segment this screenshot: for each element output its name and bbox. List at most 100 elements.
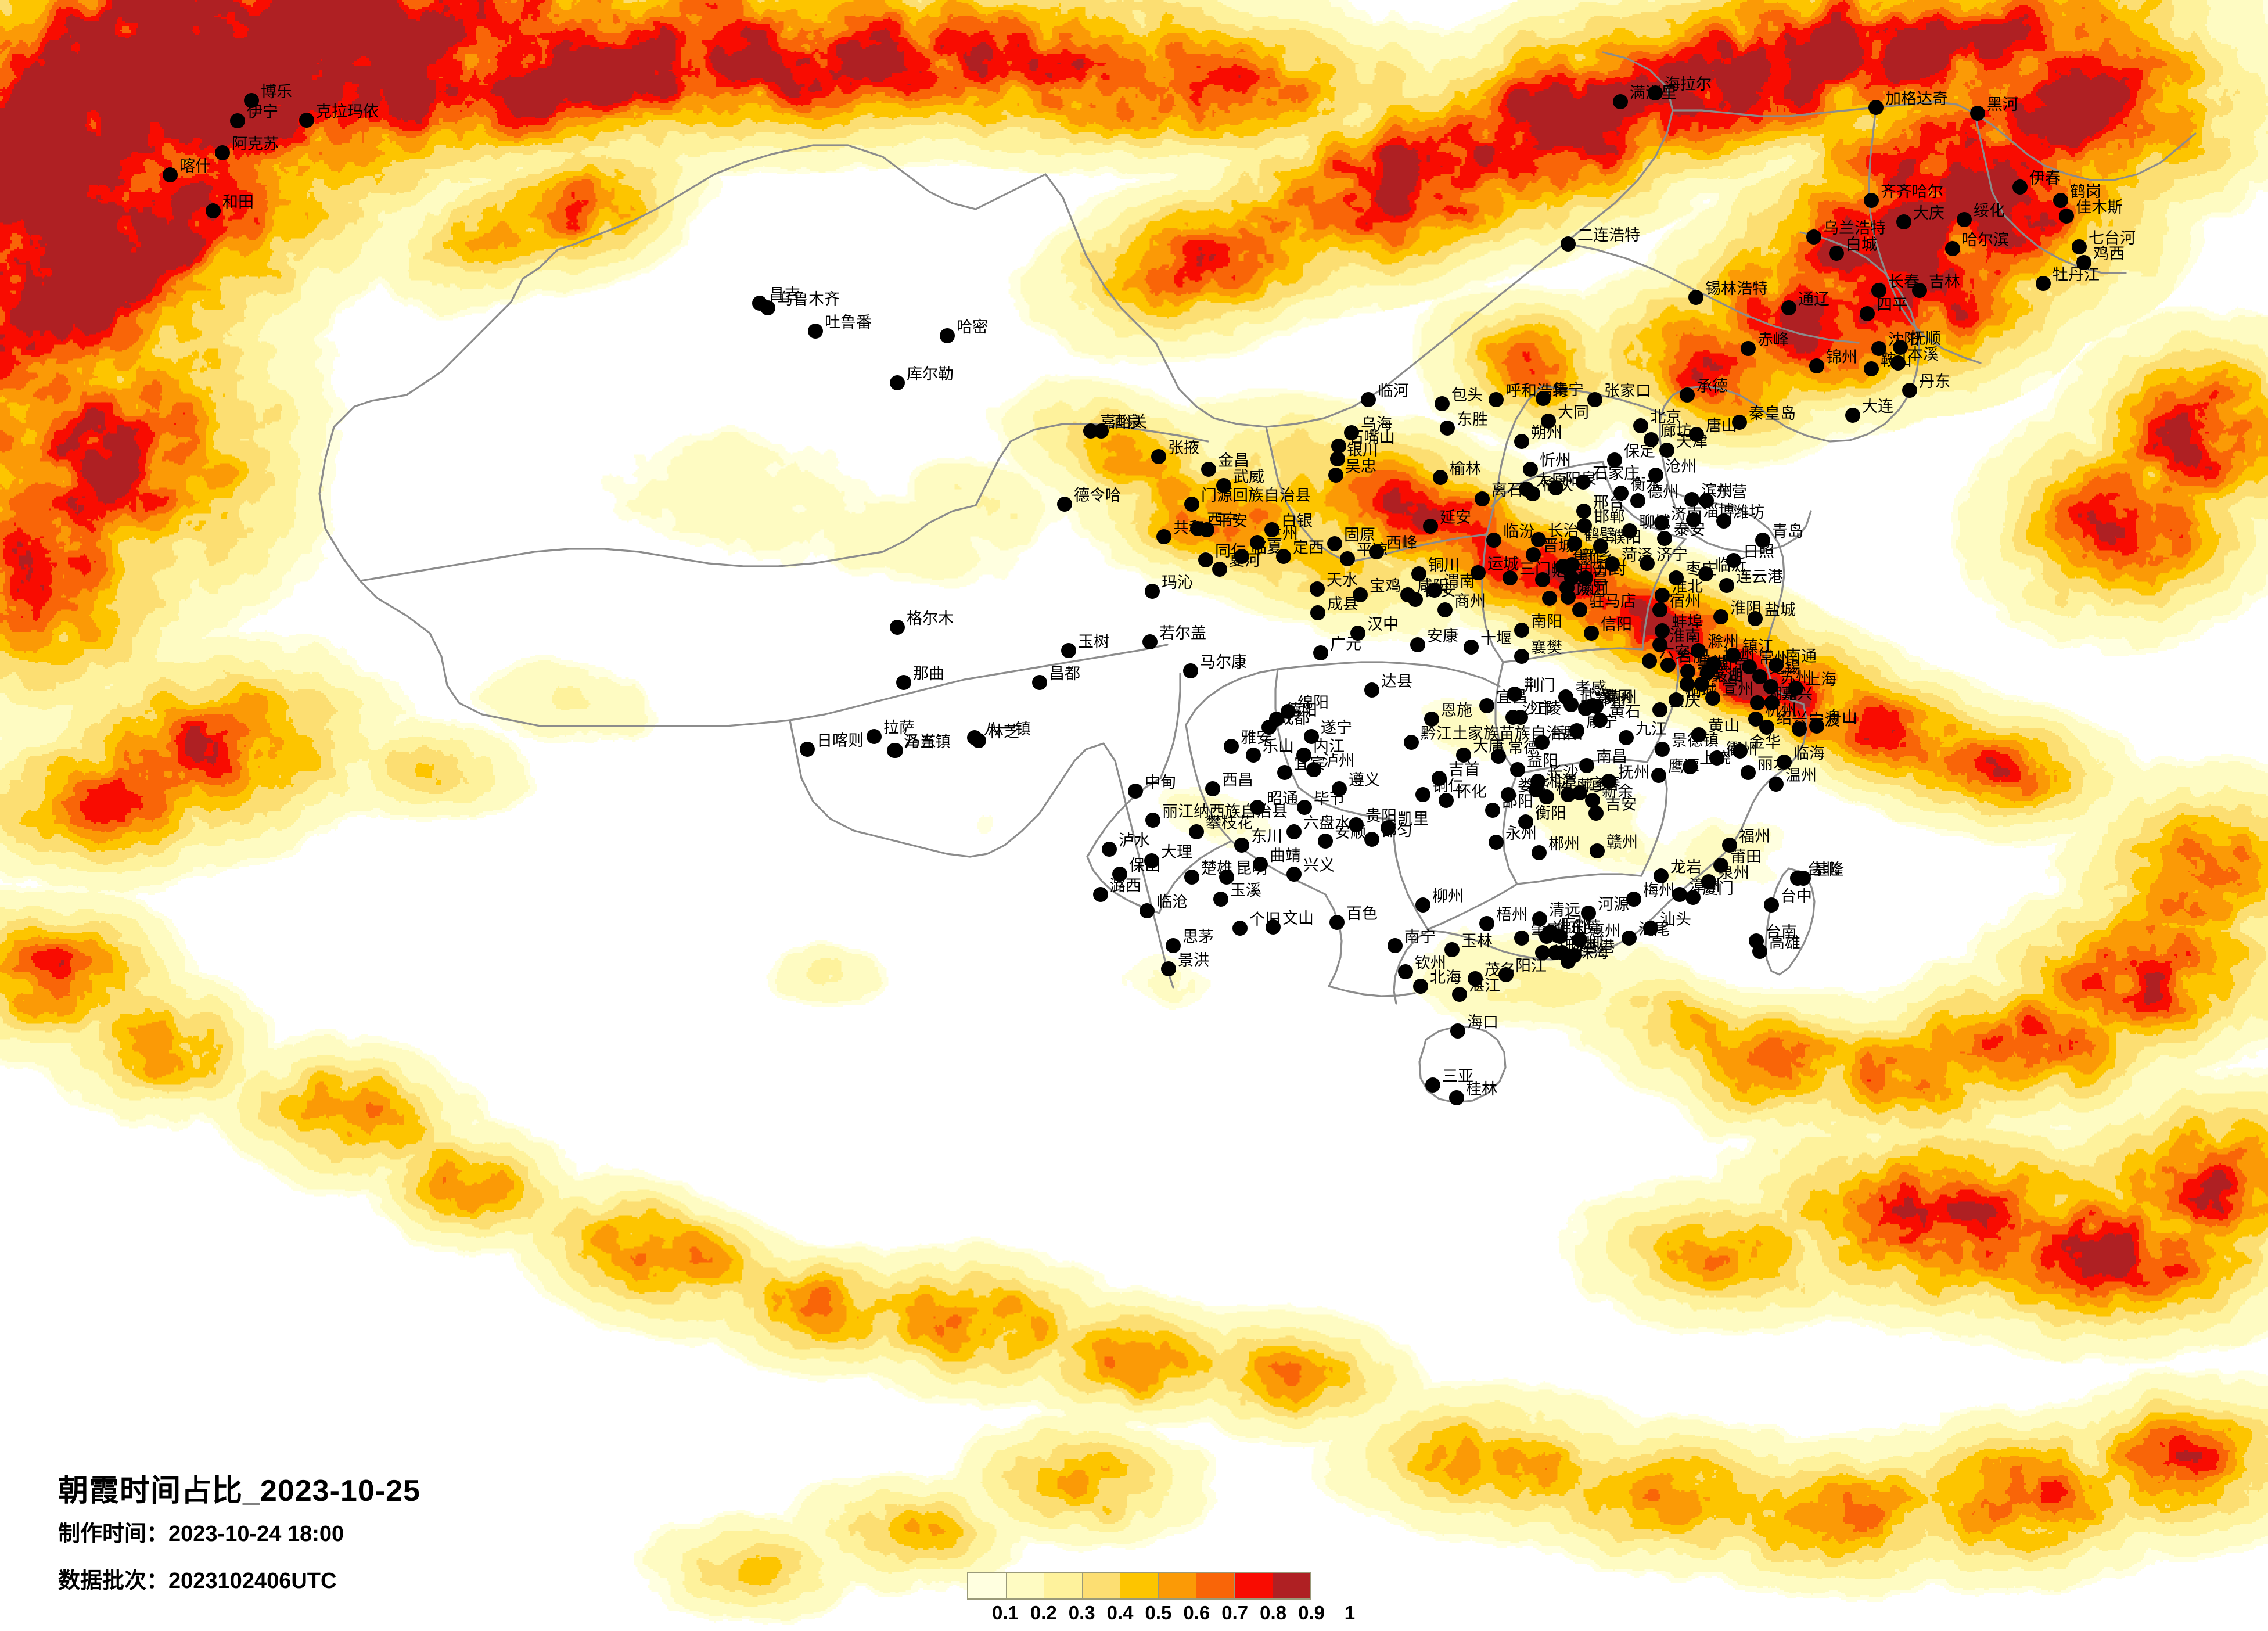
city-dot [1752,944,1767,959]
city-dot [1777,755,1792,770]
city-marker: 大同 [1541,404,1589,429]
city-marker: 伊宁 [230,103,278,128]
city-dot [867,729,882,744]
city-dot [800,742,815,757]
city-label: 金昌 [1218,452,1249,469]
city-label: 张家口 [1604,382,1651,400]
city-dot [1809,718,1824,734]
city-label: 八一镇 [984,720,1031,738]
city-marker: 大理 [1144,843,1192,868]
city-label: 白城 [1846,236,1877,253]
city-label: 邢台 [1593,494,1624,511]
city-marker: 昭通 [1250,790,1298,815]
city-dot [1680,664,1695,679]
city-dot [1660,658,1676,673]
city-marker: 三门峡 [1503,561,1566,585]
city-marker: 宝鸡 [1353,577,1401,602]
city-label: 怀化 [1455,783,1487,800]
city-marker: 若尔盖 [1142,624,1206,649]
city-marker: 忻州 [1523,452,1571,477]
city-dot [1868,100,1884,115]
city-marker: 遂宁 [1304,719,1352,744]
city-dot [1444,942,1460,957]
city-marker: 汉中 [1350,616,1399,641]
city-label: 驻马店 [1589,592,1636,610]
city-marker: 西昌 [1205,771,1253,796]
city-marker: 梅州 [1626,882,1674,907]
city-marker: 玉树 [1061,633,1109,658]
city-marker: 拉萨 [867,719,915,744]
city-marker: 武威 [1216,468,1264,493]
city-label: 乌兰浩特 [1823,220,1886,237]
city-dot [1269,712,1284,727]
city-label: 临海 [1793,745,1825,762]
city-dot [1622,931,1637,946]
city-label: 乐山 [1263,738,1294,755]
city-dot [1489,835,1504,850]
city-dot [1213,892,1228,907]
city-dot [1572,602,1587,617]
city-dot [1102,842,1117,857]
city-marker: 抚州 [1601,764,1649,789]
city-dot [1518,814,1533,829]
city-dot [1464,640,1479,655]
city-dot [1643,921,1658,936]
colorbar-tick-labels: 0.1 0.2 0.3 0.4 0.5 0.6 0.7 0.8 0.9 1 [967,1602,1355,1631]
city-label: 岳阳 [1551,725,1583,742]
city-label: 昆明 [1236,860,1267,877]
city-label: 鸡西 [2093,245,2125,263]
city-marker: 芜湖 [1694,667,1742,692]
city-label: 淮北 [1672,578,1703,595]
city-label: 哈密 [957,318,988,336]
city-marker: 秦皇岛 [1732,405,1796,430]
city-label: 酒泉 [1110,414,1142,431]
city-label: 格尔木 [907,610,954,627]
city-label: 泸水 [1119,832,1150,849]
colorbar-swatches [967,1572,1311,1600]
city-marker: 楚雄 [1184,860,1232,885]
city-label: 香港 [1583,938,1615,955]
city-marker: 乃东 [888,733,936,758]
city-dot [1253,857,1268,872]
city-dot [1532,911,1547,926]
city-dot [1364,682,1379,698]
city-dot [1094,423,1109,439]
city-dot [1680,387,1695,403]
city-marker: 天水 [1310,572,1358,597]
city-label: 夏河 [1229,552,1260,569]
city-marker: 齐齐哈尔 [1864,183,1943,208]
city-label: 齐齐哈尔 [1881,183,1943,200]
city-dot [1523,462,1538,477]
city-label: 台中 [1781,888,1812,905]
city-label: 银川 [1347,441,1378,459]
city-label: 朔州 [1531,424,1562,441]
city-label: 承德 [1696,378,1728,395]
city-dot [244,93,259,108]
city-marker: 蚌埠 [1655,613,1703,638]
colorbar-legend: 0.1 0.2 0.3 0.4 0.5 0.6 0.7 0.8 0.9 1 [967,1572,1355,1631]
city-marker: 汕头 [1643,911,1691,936]
city-marker: 曲靖 [1253,847,1301,872]
city-label: 赣州 [1606,834,1638,851]
city-dot [1388,938,1403,953]
city-dot [1864,361,1879,376]
city-dot [971,733,986,748]
city-marker: 乌海 [1344,415,1392,440]
city-marker: 常德 [1491,739,1539,764]
city-label: 衡阳 [1535,804,1566,822]
city-dot [1722,838,1737,853]
city-marker: 林芝 [971,723,1019,748]
city-marker: 邢台 [1576,494,1624,519]
city-marker: 内江 [1296,738,1345,763]
city-marker: 承德 [1680,378,1728,403]
city-marker: 黄冈 [1585,688,1633,713]
city-label: 日喀则 [817,732,864,749]
city-label: 昌都 [1049,665,1080,682]
city-dot [1534,735,1550,750]
city-label: 黄石 [1609,703,1641,720]
city-label: 乃东 [905,733,936,750]
city-label: 娄底 [1518,777,1549,795]
city-marker: 日喀则 [800,732,864,757]
city-marker: 河源 [1581,896,1629,921]
